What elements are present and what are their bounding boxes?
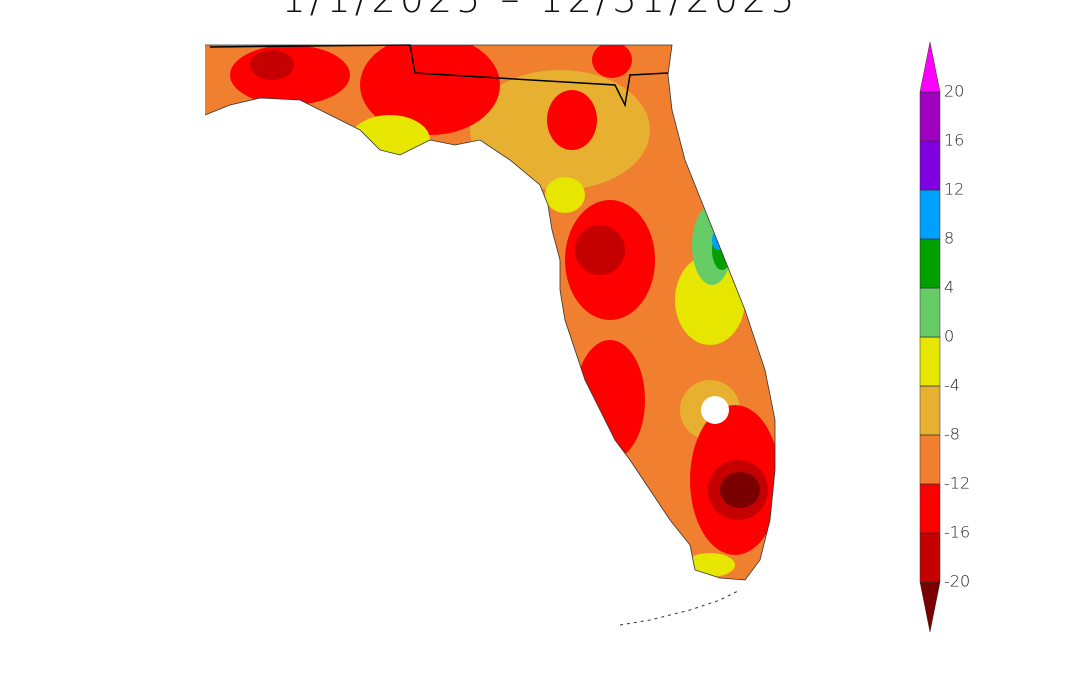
region [350, 115, 430, 165]
colorbar-label: -12 [944, 474, 970, 493]
region [230, 45, 350, 105]
colorbar-swatch [919, 483, 941, 534]
colorbar-label: 12 [944, 180, 964, 199]
colorbar-swatch [919, 91, 941, 142]
colorbar-label: -20 [944, 572, 970, 591]
colorbar-label: 16 [944, 131, 964, 150]
map-shading [205, 45, 775, 580]
region [720, 472, 760, 508]
colorbar-swatch [919, 385, 941, 436]
colorbar-over [919, 41, 941, 93]
map-title: 1/1/2025 – 12/31/2025 [282, 0, 799, 21]
colorbar-swatch [919, 189, 941, 240]
colorbar-label: -8 [944, 425, 960, 444]
region [692, 205, 732, 285]
lake [701, 396, 729, 424]
region [545, 177, 585, 213]
colorbar-label: 20 [944, 82, 964, 101]
colorbar-swatch [919, 532, 941, 583]
colorbar-swatch [919, 287, 941, 338]
colorbar-label: 0 [944, 327, 954, 346]
colorbar-label: -16 [944, 523, 970, 542]
region [360, 45, 500, 135]
colorbar: -20 -16 -12 -8 -4 0 4 8 12 16 20 [919, 41, 970, 633]
region [575, 225, 625, 275]
colorbar-swatch [919, 336, 941, 387]
region [575, 340, 645, 460]
region [547, 90, 597, 150]
region [675, 255, 745, 345]
colorbar-swatch [919, 434, 941, 485]
colorbar-swatch [919, 238, 941, 289]
region [592, 45, 632, 78]
colorbar-label: -4 [944, 376, 960, 395]
region [250, 50, 294, 80]
colorbar-swatch [919, 140, 941, 191]
keys [619, 589, 741, 626]
coastline [204, 44, 776, 581]
colorbar-under [919, 581, 941, 633]
colorbar-label: 8 [944, 229, 954, 248]
colorbar-label: 4 [944, 278, 954, 297]
